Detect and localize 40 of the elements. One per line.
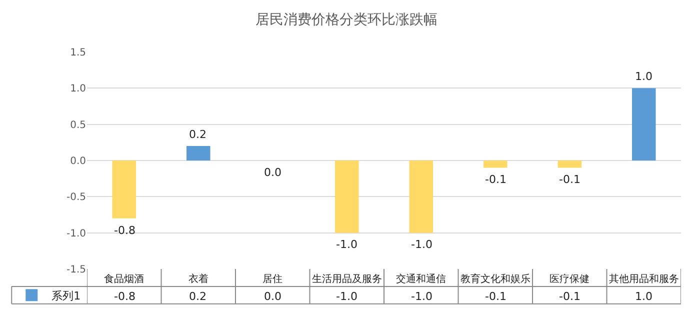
y-tick-label: -1.0 xyxy=(66,228,86,240)
bar xyxy=(632,88,656,160)
bar xyxy=(112,160,136,218)
text: -1.0 xyxy=(411,238,432,251)
chart-title: 居民消费价格分类环比涨跌幅 xyxy=(256,12,438,28)
x-tick-label: 居住 xyxy=(262,274,283,285)
y-tick-label: -0.5 xyxy=(66,192,86,204)
bar xyxy=(334,160,359,233)
text: -0.8 xyxy=(114,224,136,237)
data-label: 0.0 xyxy=(264,290,282,303)
data-label: -1.0 xyxy=(411,290,432,303)
text: -0.1 xyxy=(559,173,580,186)
x-tick-label: 教育文化和娱乐 xyxy=(460,273,530,285)
y-tick-label: 1.5 xyxy=(70,48,86,58)
bar xyxy=(186,146,210,160)
x-tick-label: 交通和通信 xyxy=(396,273,446,285)
x-tick-label: 其他用品和服务 xyxy=(608,273,679,285)
x-tick-label: 生活用品及服务 xyxy=(312,273,382,285)
data-label: -1.0 xyxy=(336,290,358,303)
legend-label: 系列1 xyxy=(52,289,81,302)
bar xyxy=(484,160,508,168)
text: 1.0 xyxy=(635,70,652,83)
y-tick-label: 1.0 xyxy=(70,84,86,95)
text: 0.0 xyxy=(264,166,282,179)
text: 0.2 xyxy=(189,128,206,141)
y-tick-label: 0.0 xyxy=(70,156,86,167)
x-tick-label: 医疗保健 xyxy=(550,273,590,285)
data-label: 0.2 xyxy=(189,290,206,303)
data-label: 1.0 xyxy=(635,290,652,303)
text: -1.0 xyxy=(336,238,358,251)
data-label: -0.1 xyxy=(485,290,506,303)
y-tick-label: 0.5 xyxy=(70,120,86,131)
y-tick-label: -1.5 xyxy=(66,264,86,276)
text: -0.1 xyxy=(485,173,506,186)
x-tick-label: 食品烟酒 xyxy=(104,273,144,285)
data-label: -0.1 xyxy=(559,290,580,303)
bar xyxy=(409,160,434,233)
bar xyxy=(558,160,582,168)
data-label: -0.8 xyxy=(114,290,136,303)
x-tick-label: 衣着 xyxy=(188,273,208,285)
